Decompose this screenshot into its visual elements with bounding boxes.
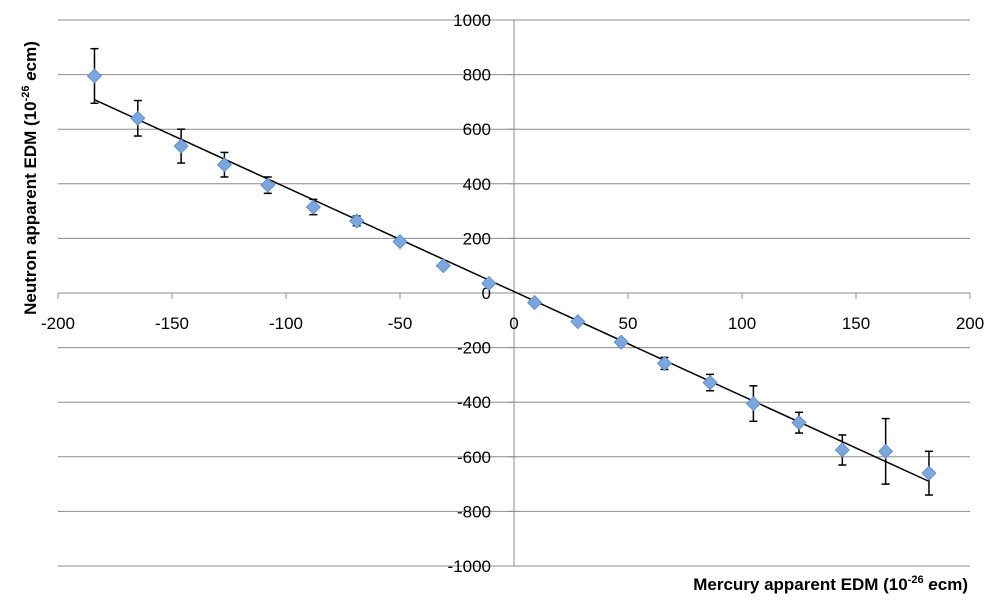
data-point — [834, 442, 850, 458]
error-bars — [90, 47, 933, 496]
data-point — [216, 157, 233, 173]
fit-line-group — [94, 99, 930, 483]
y-tick-labels: -1000 -800 -600 -400 -200 0 200 400 600 800 1000 — [448, 11, 491, 576]
x-tick-label: -100 — [269, 314, 303, 333]
data-point — [791, 415, 807, 431]
y-tick-label: 600 — [463, 120, 491, 139]
data-point — [921, 465, 937, 481]
data-point — [526, 294, 543, 311]
data-point — [702, 374, 718, 391]
data-point — [173, 138, 189, 154]
x-tick-label: 100 — [728, 314, 756, 333]
x-tick-label: 0 — [509, 314, 518, 333]
x-tick-label: -200 — [41, 314, 75, 333]
x-tick-label: 50 — [619, 314, 638, 333]
data-point — [878, 443, 894, 459]
data-point — [305, 199, 321, 215]
y-tick-label: -600 — [457, 448, 491, 467]
x-tick-label: 150 — [842, 314, 870, 333]
data-point — [349, 213, 365, 229]
data-point — [260, 177, 276, 193]
data-point — [86, 68, 103, 84]
data-point — [392, 234, 408, 250]
y-tick-label: -200 — [457, 339, 491, 358]
y-tick-label: 200 — [463, 229, 491, 248]
data-point — [656, 355, 673, 371]
data-point — [130, 110, 146, 126]
x-axis-title: Mercury apparent EDM (10-26 ecm) — [693, 574, 968, 594]
data-point — [570, 314, 586, 330]
data-point — [481, 275, 497, 292]
data-point — [745, 395, 761, 412]
y-axis-title: Neutron apparent EDM (10-26 ecm) — [20, 41, 40, 315]
axes — [57, 19, 971, 567]
y-tick-label: -400 — [457, 393, 491, 412]
data-point — [613, 334, 629, 350]
x-tick-label: 200 — [956, 314, 984, 333]
y-tick-label: -1000 — [448, 557, 491, 576]
y-tick-label: 1000 — [453, 11, 491, 30]
y-tick-label: 800 — [463, 66, 491, 85]
x-tick-label: -50 — [388, 314, 413, 333]
data-point — [435, 258, 451, 274]
y-tick-label: 0 — [482, 284, 491, 303]
y-tick-label: 400 — [463, 175, 491, 194]
data-points — [86, 68, 937, 481]
x-tick-label: -150 — [155, 314, 189, 333]
y-tick-label: -800 — [457, 502, 491, 521]
x-tick-labels: -200 -150 -100 -50 0 50 100 150 200 — [41, 314, 984, 333]
fit-line — [94, 99, 930, 483]
